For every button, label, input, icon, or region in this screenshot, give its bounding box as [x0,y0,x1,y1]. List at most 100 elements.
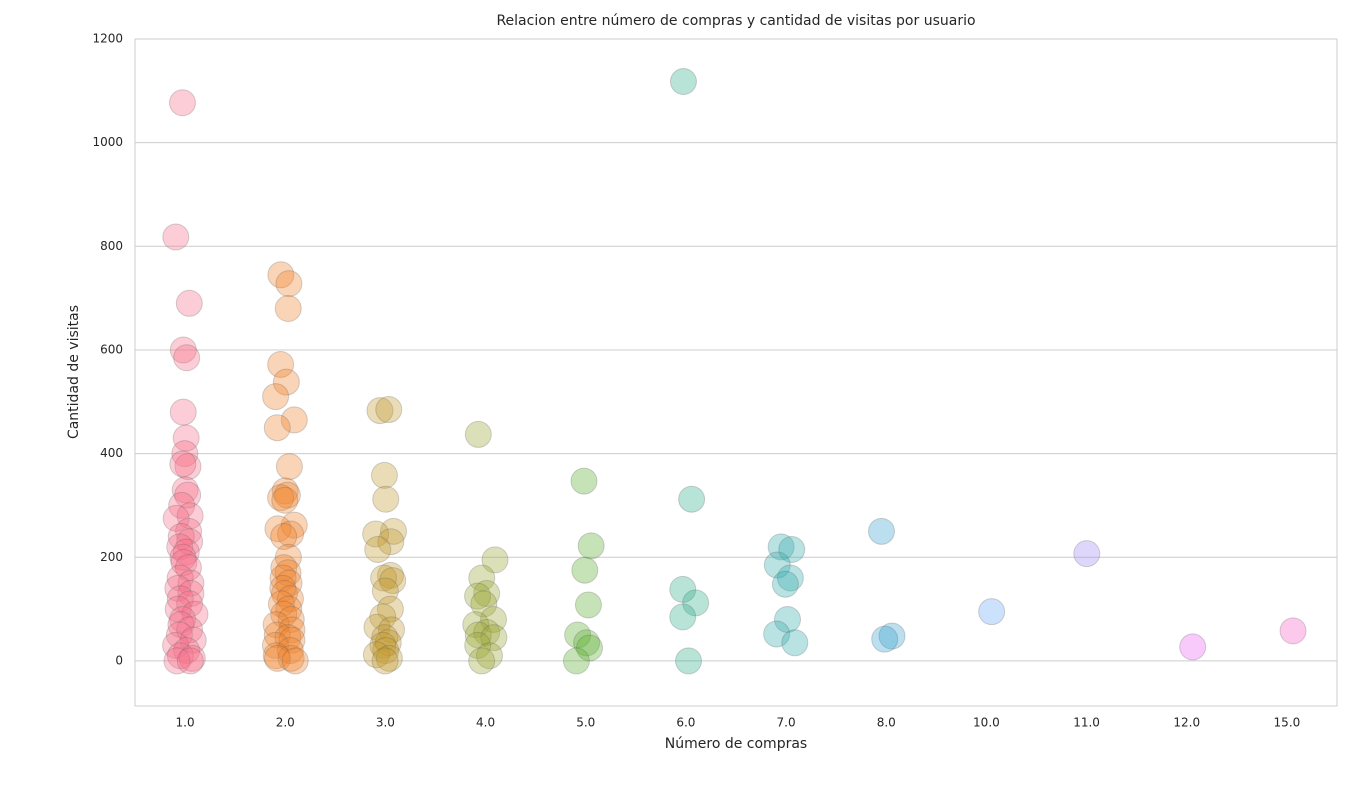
chart-title: Relacion entre número de compras y canti… [496,13,975,29]
point [267,350,295,378]
point [682,589,710,617]
point [376,595,404,623]
point [173,637,201,665]
point [275,453,303,481]
point [776,564,804,592]
x-tick-label: 15.0 [1274,716,1301,730]
x-tick-label: 7.0 [777,716,796,730]
point [176,616,204,644]
point [271,486,299,514]
point [362,520,390,548]
x-tick-label: 2.0 [276,716,295,730]
point [179,626,207,654]
point [576,634,604,662]
x-tick-label: 4.0 [476,716,495,730]
point [570,467,598,495]
point [767,533,795,561]
point [473,580,501,608]
point [364,535,392,563]
point [464,621,492,649]
point [177,569,205,597]
point [370,461,398,489]
point [167,523,195,551]
point [164,595,192,623]
point [273,481,301,509]
point [281,647,309,675]
point [464,582,492,610]
point [274,543,302,571]
point [763,551,791,579]
point [270,523,298,551]
x-tick-label: 3.0 [376,716,395,730]
point [577,532,605,560]
point [163,647,191,675]
point [174,453,202,481]
point [867,517,895,545]
point [176,647,204,675]
point [374,629,402,657]
point [269,564,297,592]
point [571,556,599,584]
point [172,424,200,452]
point [274,294,302,322]
point [174,554,202,582]
point [366,397,394,425]
point [162,223,190,251]
point [363,613,391,641]
y-tick-label: 800 [100,239,123,253]
point [377,561,405,589]
point [166,533,194,561]
point [264,515,292,543]
point [362,641,390,669]
point [280,511,308,539]
point [169,543,197,571]
x-tick-label: 11.0 [1073,716,1100,730]
point [371,647,399,675]
point [274,624,302,652]
point [380,517,408,545]
point [178,644,206,672]
point [166,585,194,613]
point [377,528,405,556]
point [162,504,190,532]
point [175,517,203,545]
x-axis-label: Número de compras [665,736,807,752]
point [169,605,197,633]
point [263,644,291,672]
point [277,520,305,548]
point [177,580,205,608]
x-tick-label: 1.0 [176,716,195,730]
point [278,616,306,644]
point [267,484,295,512]
plot-frame [134,38,1338,707]
point [166,564,194,592]
point [675,647,703,675]
point [369,603,397,631]
point [978,598,1006,626]
point [270,600,298,628]
point [1179,633,1207,661]
point [878,622,906,650]
point [468,647,496,675]
point [275,569,303,597]
y-tick-label: 1000 [92,135,123,149]
y-tick-label: 1200 [92,32,123,46]
y-axis-label: Cantidad de visitas [66,305,82,439]
y-tick-label: 400 [100,446,123,460]
point [164,574,192,602]
point [763,620,791,648]
point [562,647,590,675]
point [277,605,305,633]
y-tick-label: 0 [115,653,123,667]
point [774,605,802,633]
point [481,546,509,574]
x-tick-label: 10.0 [973,716,1000,730]
point [269,574,297,602]
point [369,631,397,659]
point [371,577,399,605]
point [262,611,290,639]
point [261,631,289,659]
point [263,621,291,649]
